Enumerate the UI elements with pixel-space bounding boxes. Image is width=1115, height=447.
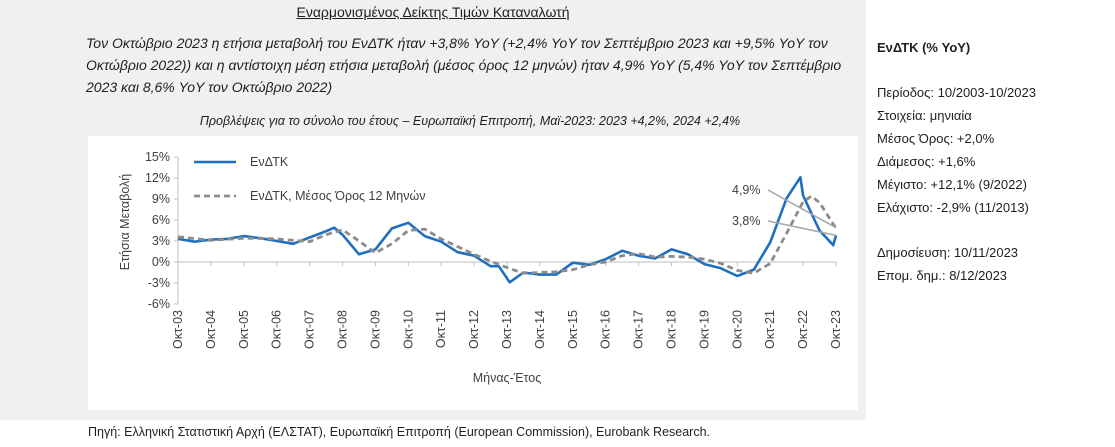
info-frequency: Στοιχεία: μηνιαία <box>877 108 972 123</box>
x-tick-label: Οκτ-20 <box>730 310 744 349</box>
x-tick-label: Οκτ-16 <box>599 310 613 349</box>
x-tick-label: Οκτ-18 <box>665 310 679 349</box>
x-tick-label: Οκτ-07 <box>303 310 317 349</box>
x-tick-label: Οκτ-05 <box>237 310 251 349</box>
x-tick-label: Οκτ-15 <box>566 310 580 349</box>
y-tick-label: 15% <box>145 150 170 164</box>
annotation-label: 4,9% <box>732 183 761 197</box>
page-title: Εναρμονισμένος Δείκτης Τιμών Καταναλωτή <box>296 4 570 20</box>
x-tick-label: Οκτ-03 <box>171 310 185 349</box>
hicp-line-chart: -6% -3% 0% 3% 6% 9% 12% 15% Οκτ-03 Οκτ-04 Οκτ-05 Ο… <box>118 150 843 385</box>
hicp-12m-average-line <box>177 194 838 275</box>
x-tick-label: Οκτ-17 <box>632 310 646 349</box>
x-tick-label: Οκτ-09 <box>368 310 382 349</box>
y-tick-label: 0% <box>152 255 170 269</box>
summary-text: Τον Οκτώβριο 2023 η ετήσια μεταβολή του … <box>86 35 842 95</box>
x-tick-label: Οκτ-13 <box>500 310 514 349</box>
x-tick-label: Οκτ-19 <box>697 310 711 349</box>
info-min: Ελάχιστο: -2,9% (11/2013) <box>877 200 1029 215</box>
annotation-label: 3,8% <box>732 214 761 228</box>
legend-label-hicp: ΕνΔΤΚ <box>250 155 289 169</box>
x-tick-label: Οκτ-10 <box>401 310 415 349</box>
x-tick-label: Οκτ-23 <box>829 310 843 349</box>
y-tick-label: -3% <box>148 276 170 290</box>
info-mean: Μέσος Όρος: +2,0% <box>877 131 995 146</box>
source-note: Πηγή: Ελληνική Στατιστική Αρχή (ΕΛΣΤΑΤ),… <box>88 425 711 439</box>
x-tick-label: Οκτ-14 <box>533 310 547 349</box>
info-published: Δημοσίευση: 10/11/2023 <box>877 245 1019 260</box>
x-axis-title: Μήνας-Έτος <box>473 371 542 385</box>
info-max: Μέγιστο: +12,1% (9/2022) <box>877 177 1027 192</box>
y-tick-label: 3% <box>152 234 170 248</box>
x-tick-label: Οκτ-22 <box>796 310 810 349</box>
annotation-leader-line <box>767 220 837 237</box>
info-median: Διάμεσος: +1,6% <box>877 154 976 169</box>
legend-label-average: ΕνΔΤΚ, Μέσος Όρος 12 Μηνών <box>250 189 426 203</box>
chart-area: -6% -3% 0% 3% 6% 9% 12% 15% Οκτ-03 Οκτ-04 Οκτ-05 Ο… <box>88 136 858 410</box>
y-tick-label: 9% <box>152 192 170 206</box>
info-period: Περίοδος: 10/2003-10/2023 <box>877 85 1036 100</box>
x-tick-label: Οκτ-21 <box>763 310 777 349</box>
x-tick-label: Οκτ-12 <box>467 310 481 349</box>
series-info-panel: ΕνΔΤΚ (% YoY) Περίοδος: 10/2003-10/2023 … <box>877 36 1036 287</box>
annotation-leader-line <box>767 189 837 229</box>
y-axis-title: Ετήσια Μεταβολή <box>118 174 132 271</box>
info-title: ΕνΔΤΚ (% YoY) <box>877 40 971 55</box>
y-tick-label: 6% <box>152 213 170 227</box>
y-tick-label: 12% <box>145 171 170 185</box>
forecast-note: Προβλέψεις για το σύνολο του έτους – Ευρ… <box>199 114 741 128</box>
info-next-release: Επομ. δημ.: 8/12/2023 <box>877 268 1008 283</box>
x-tick-label: Οκτ-11 <box>434 310 448 348</box>
y-tick-label: -6% <box>148 297 170 311</box>
x-tick-label: Οκτ-06 <box>270 310 284 349</box>
x-tick-label: Οκτ-04 <box>204 310 218 349</box>
x-tick-label: Οκτ-08 <box>336 310 350 349</box>
